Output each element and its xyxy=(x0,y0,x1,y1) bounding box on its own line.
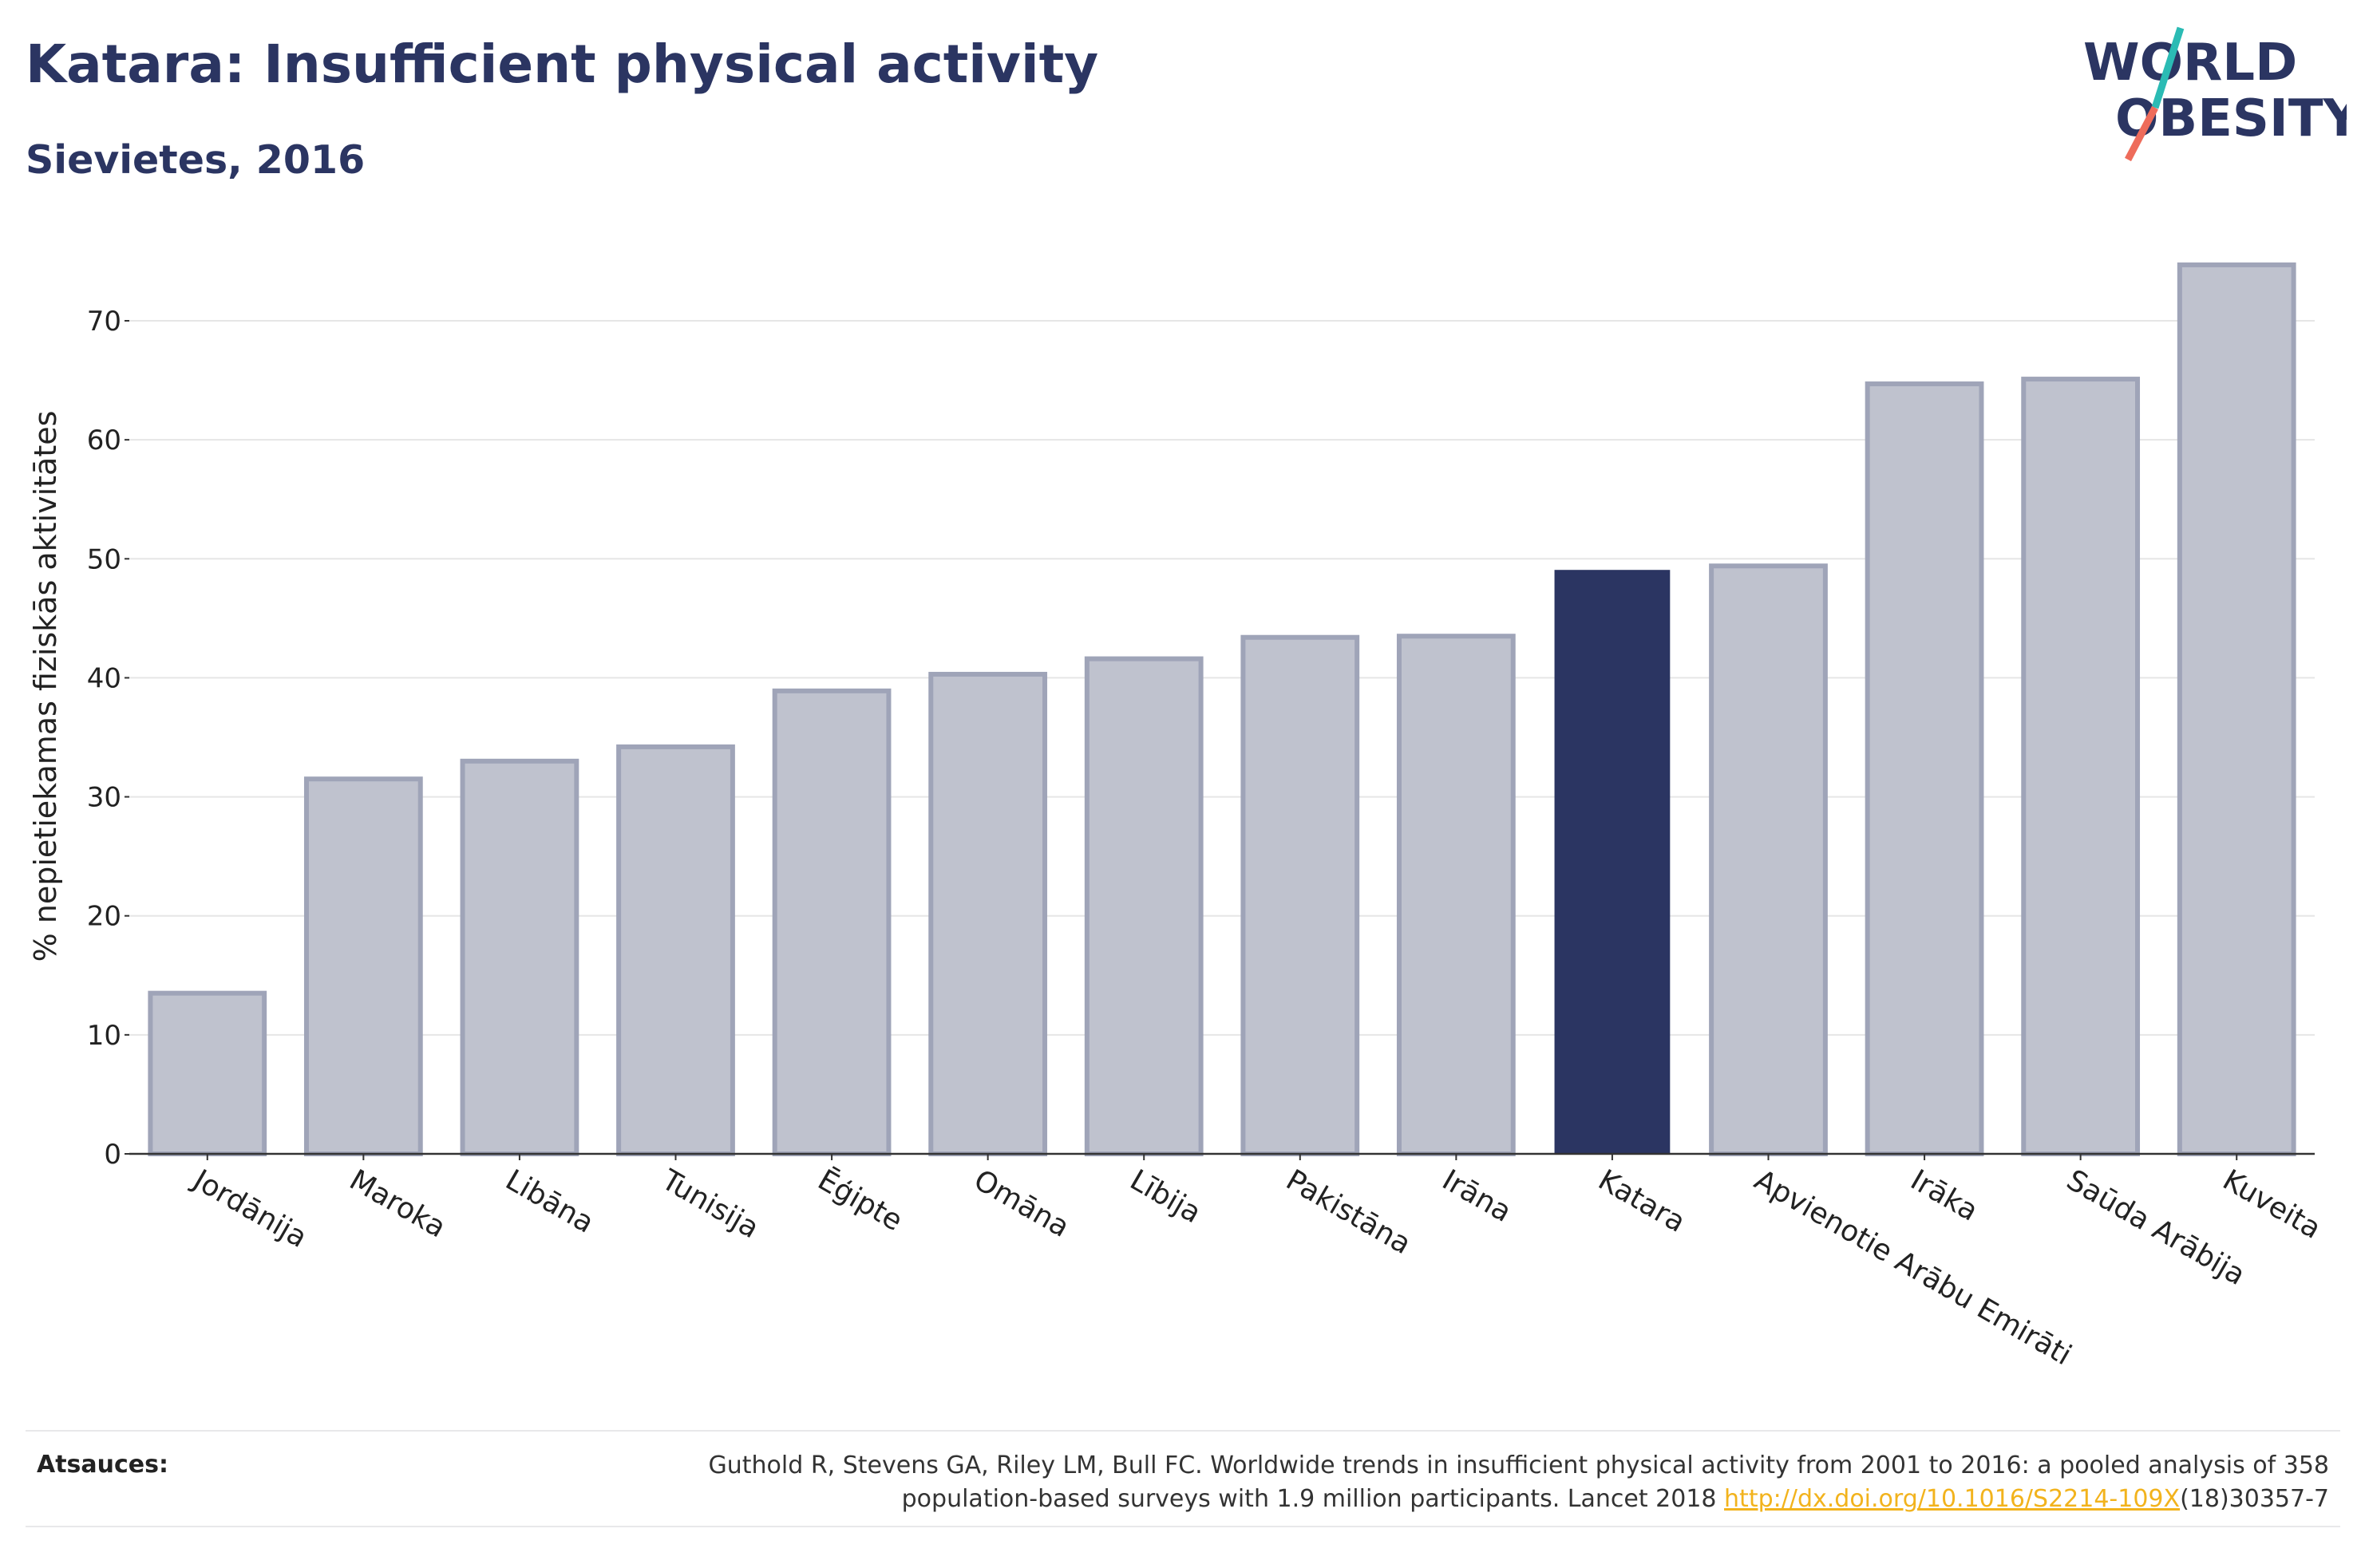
sources-label: Atsauces: xyxy=(37,1451,168,1479)
x-tick-label: Omāna xyxy=(968,1163,1074,1244)
bar-chart: 0 10 20 30 40 50 60 70 Jordānija Maroka Libāna Tuni… xyxy=(28,262,2327,1372)
y-tick-label: 20 xyxy=(87,901,121,933)
bar-3 xyxy=(616,744,735,1157)
citation-line-2: population-based surveys with 1.9 millio… xyxy=(334,1483,2329,1516)
bar-13 xyxy=(2177,262,2296,1157)
chart-subtitle: Sievietes, 2016 xyxy=(26,137,366,183)
x-tick-label: Ēģipte xyxy=(813,1163,908,1238)
x-tick-label: Libāna xyxy=(500,1163,599,1239)
bar-0 xyxy=(148,990,267,1156)
footer-divider-top xyxy=(26,1430,2340,1432)
bar-12 xyxy=(2021,377,2141,1156)
y-tick-label: 30 xyxy=(87,782,121,814)
bar-8 xyxy=(1396,634,1516,1156)
x-tick-label: Lībija xyxy=(1125,1163,1207,1230)
chart-title: Katara: Insufficient physical activity xyxy=(26,34,1099,95)
logo-slash-coral xyxy=(2125,105,2158,162)
y-tick-label: 70 xyxy=(87,306,121,338)
x-tick-label: Irāka xyxy=(1905,1163,1983,1227)
bar-7 xyxy=(1240,634,1360,1156)
bar-6 xyxy=(1084,656,1204,1156)
y-tick-label: 60 xyxy=(87,425,121,456)
grid-layer xyxy=(129,320,2315,1036)
x-tick-label: Pakistāna xyxy=(1280,1163,1416,1261)
x-tick-label: Kuveita xyxy=(2217,1163,2327,1246)
world-obesity-logo: WORLD OBESITY xyxy=(2083,26,2347,162)
bar-1 xyxy=(303,776,423,1156)
x-tick-label: Katara xyxy=(1592,1163,1691,1239)
bar-layer xyxy=(148,262,2296,1157)
bar-5 xyxy=(928,671,1048,1156)
y-tick-label: 0 xyxy=(104,1139,121,1171)
footer-divider-bottom xyxy=(26,1526,2340,1527)
y-axis-label: % nepietiekamas fiziskās aktivitātes xyxy=(28,411,63,962)
citation-line-1: Guthold R, Stevens GA, Riley LM, Bull FC… xyxy=(708,1451,2329,1479)
logo-line-obesity: OBESITY xyxy=(2115,89,2347,148)
x-tick-label: Jordānija xyxy=(187,1163,313,1254)
x-tick-label: Tunisija xyxy=(655,1163,765,1245)
x-tick-label: Maroka xyxy=(344,1163,451,1244)
citation-line-2-suffix: (18)30357-7 xyxy=(2180,1485,2329,1513)
citation-line-2-prefix: population-based surveys with 1.9 millio… xyxy=(901,1485,1725,1513)
x-tick-label: Irāna xyxy=(1437,1163,1517,1229)
logo-line-world: WORLD xyxy=(2083,34,2297,93)
y-tick-label: 50 xyxy=(87,543,121,575)
bar-9 xyxy=(1554,570,1671,1155)
y-tick-label: 10 xyxy=(87,1020,121,1052)
doi-link[interactable]: http://dx.doi.org/10.1016/S2214-109X xyxy=(1724,1485,2181,1513)
bar-10 xyxy=(1709,563,1828,1156)
logo-slash-teal xyxy=(2151,26,2185,109)
bar-4 xyxy=(772,688,892,1156)
bar-11 xyxy=(1865,381,1984,1156)
bar-2 xyxy=(460,758,579,1156)
sources-citation: Guthold R, Stevens GA, Riley LM, Bull FC… xyxy=(334,1449,2329,1516)
y-tick-label: 40 xyxy=(87,662,121,694)
